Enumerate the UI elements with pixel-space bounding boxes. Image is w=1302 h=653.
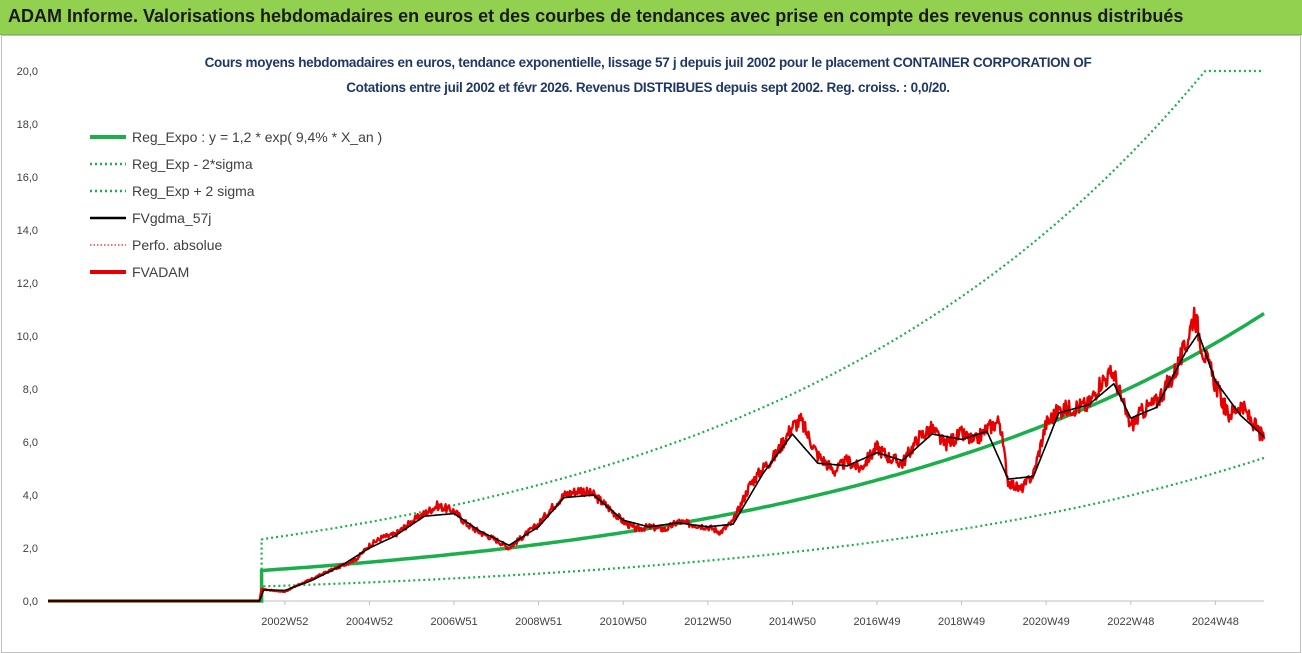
reg-exp-minus-2sigma-line: [48, 456, 1265, 603]
reg-exp-plus-2sigma-line: [48, 69, 1264, 603]
y-tick-label: 0,0: [23, 596, 38, 608]
x-tick-label: 2018W49: [938, 616, 985, 628]
y-tick-label: 18,0: [17, 119, 38, 131]
chart-title: Cours moyens hebdomadaires en euros, ten…: [205, 55, 1092, 70]
x-tick-label: 2008W51: [515, 616, 562, 628]
x-tick-label: 2020W49: [1023, 616, 1070, 628]
series-layer: [47, 69, 1266, 603]
chart-subtitle: Cotations entre juil 2002 et févr 2026. …: [346, 80, 950, 95]
legend: Reg_Expo : y = 1,2 * exp( 9,4% * X_an ) R…: [90, 129, 382, 280]
y-tick-label: 20,0: [17, 66, 38, 78]
y-tick-label: 12,0: [17, 278, 38, 290]
x-tick-label: 2024W48: [1192, 616, 1239, 628]
reg-expo-line: [48, 312, 1265, 603]
y-tick-label: 4,0: [23, 490, 38, 502]
x-tick-label: 2010W50: [600, 616, 647, 628]
y-tick-label: 10,0: [17, 331, 38, 343]
x-tick-label: 2022W48: [1107, 616, 1154, 628]
page-title: ADAM Informe. Valorisations hebdomadaire…: [8, 6, 1184, 26]
legend-label: Reg_Exp - 2*sigma: [132, 156, 253, 172]
x-axis-ticks: 2002W52 2004W52 2006W51 2008W51 2010W50 2012W…: [261, 601, 1239, 628]
legend-label: Reg_Expo : y = 1,2 * exp( 9,4% * X_an ): [132, 129, 382, 145]
x-tick-label: 2014W50: [769, 616, 816, 628]
x-tick-label: 2004W52: [346, 616, 393, 628]
legend-label: Perfo. absolue: [132, 237, 222, 253]
legend-label: Reg_Exp + 2 sigma: [132, 183, 255, 199]
y-tick-label: 2,0: [23, 543, 38, 555]
x-tick-label: 2012W50: [684, 616, 731, 628]
y-tick-label: 16,0: [17, 172, 38, 184]
y-tick-label: 6,0: [23, 437, 38, 449]
x-tick-label: 2006W51: [430, 616, 477, 628]
fvadam-line: [47, 306, 1266, 603]
fvgdma-line: [48, 332, 1265, 602]
y-tick-label: 14,0: [17, 225, 38, 237]
legend-label: FVADAM: [132, 264, 189, 280]
x-tick-label: 2002W52: [261, 616, 308, 628]
y-axis: 0,0 2,0 4,0 6,0 8,0 10,0 12,0 14,0 16,0 18,0 20,0: [17, 66, 38, 608]
header-bar: ADAM Informe. Valorisations hebdomadaire…: [0, 0, 1302, 35]
legend-label: FVgdma_57j: [132, 210, 211, 226]
x-tick-label: 2016W49: [853, 616, 900, 628]
y-tick-label: 8,0: [23, 384, 38, 396]
